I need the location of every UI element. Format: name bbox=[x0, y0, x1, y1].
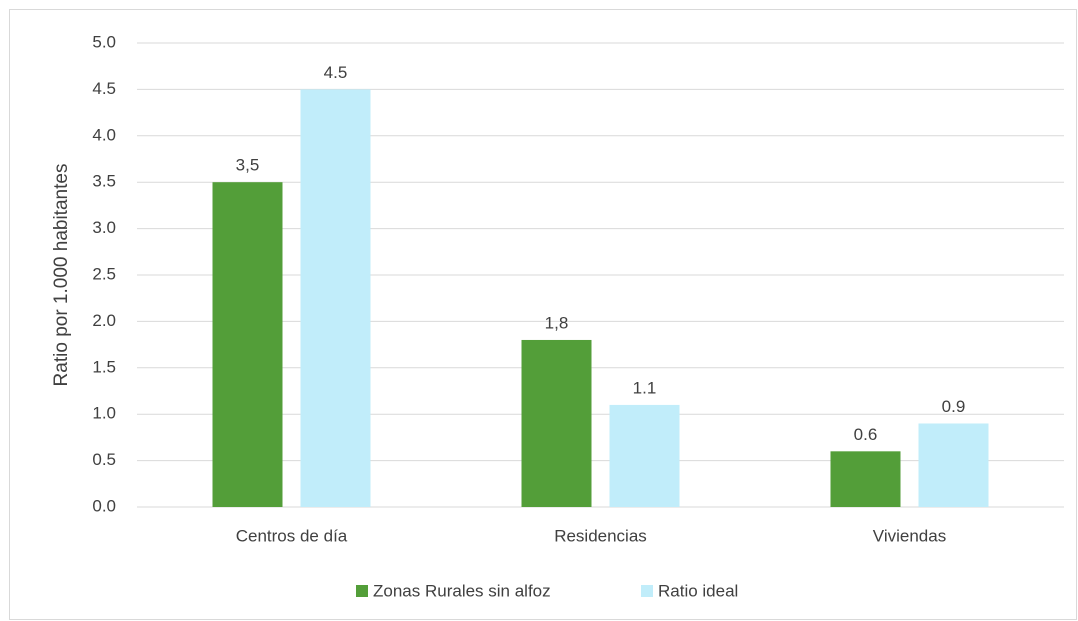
data-label: 0.6 bbox=[854, 425, 878, 444]
legend-swatch bbox=[641, 585, 653, 597]
data-label: 3,5 bbox=[236, 156, 260, 175]
y-tick-label: 2.5 bbox=[92, 264, 116, 283]
y-tick-label: 3.5 bbox=[92, 172, 116, 191]
data-label: 1,8 bbox=[545, 313, 569, 332]
y-tick-label: 3.0 bbox=[92, 218, 116, 237]
y-tick-label: 1.5 bbox=[92, 357, 116, 376]
x-tick-label: Centros de día bbox=[236, 526, 348, 545]
legend-label: Zonas Rurales sin alfoz bbox=[373, 581, 551, 600]
chart-border bbox=[9, 9, 1077, 620]
y-tick-label: 0.5 bbox=[92, 450, 116, 469]
y-tick-label: 4.0 bbox=[92, 125, 116, 144]
x-tick-label: Residencias bbox=[554, 526, 647, 545]
bar bbox=[830, 451, 901, 507]
y-tick-label: 0.0 bbox=[92, 496, 116, 515]
data-label: 4.5 bbox=[324, 63, 348, 82]
y-tick-label: 1.0 bbox=[92, 404, 116, 423]
bar bbox=[300, 89, 371, 508]
bar bbox=[918, 423, 989, 507]
y-tick-label: 5.0 bbox=[92, 32, 116, 51]
bar bbox=[212, 182, 283, 507]
data-label: 0.9 bbox=[942, 397, 966, 416]
y-tick-label: 4.5 bbox=[92, 79, 116, 98]
bar bbox=[521, 339, 592, 507]
bar bbox=[609, 404, 680, 507]
y-axis-label: Ratio por 1.000 habitantes bbox=[51, 164, 72, 387]
x-tick-label: Viviendas bbox=[873, 526, 946, 545]
y-tick-label: 2.0 bbox=[92, 311, 116, 330]
data-label: 1.1 bbox=[633, 378, 657, 397]
legend-label: Ratio ideal bbox=[658, 581, 738, 600]
legend-swatch bbox=[356, 585, 368, 597]
